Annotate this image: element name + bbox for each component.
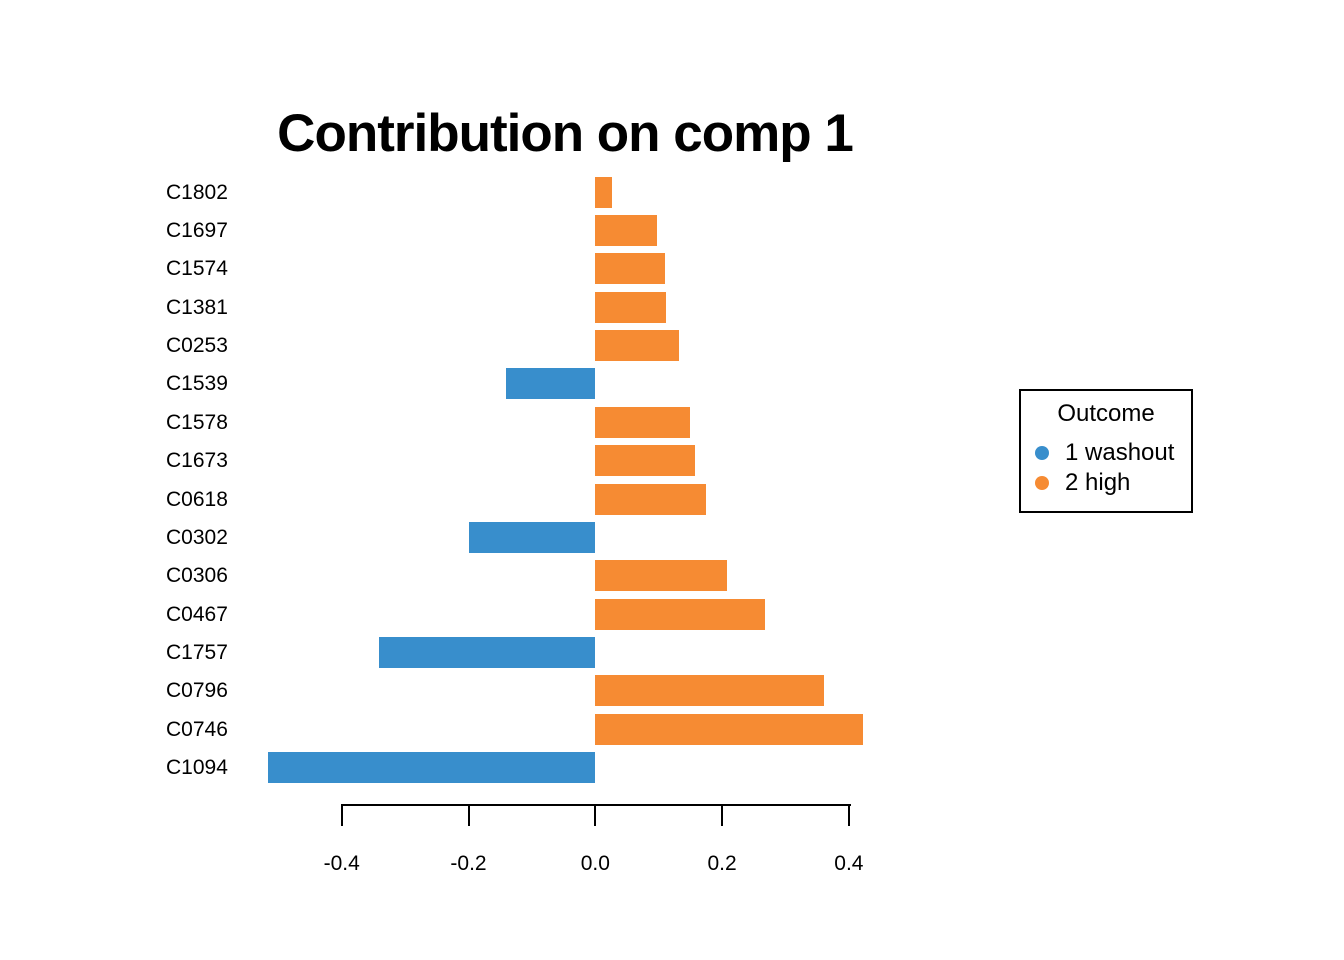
category-label: C0302 (166, 525, 228, 549)
bar (595, 675, 825, 707)
bar (595, 215, 657, 247)
category-label: C1673 (166, 449, 228, 473)
x-axis-tick (721, 804, 724, 826)
bar (379, 636, 596, 668)
legend-item: 2 high (1021, 468, 1191, 498)
x-axis-tick-label: 0.2 (707, 852, 737, 875)
chart-title: Contribution on comp 1 (277, 104, 854, 163)
legend-item-label: 1 washout (1065, 439, 1175, 466)
bar (595, 291, 667, 323)
bar (595, 445, 696, 477)
category-label: C0253 (166, 334, 228, 358)
category-label: C0467 (166, 602, 228, 626)
category-label: C0796 (166, 679, 228, 703)
bar (505, 368, 596, 400)
bar (595, 330, 679, 362)
x-axis-tick (467, 804, 470, 826)
bar (595, 598, 765, 630)
category-label: C1094 (166, 755, 228, 779)
x-axis-tick-label: 0.0 (580, 852, 610, 875)
bar (595, 483, 707, 515)
x-axis-tick (594, 804, 597, 826)
category-label: C1697 (166, 219, 228, 243)
bar (595, 253, 666, 285)
category-label: C1578 (166, 410, 228, 434)
x-axis-tick (847, 804, 850, 826)
x-axis-tick-label: 0.4 (834, 852, 864, 875)
x-axis-tick (340, 804, 343, 826)
bar (595, 713, 863, 745)
x-axis-tick-label: -0.2 (450, 852, 487, 875)
category-label: C1574 (166, 257, 228, 281)
bar (595, 560, 727, 592)
category-label: C0306 (166, 564, 228, 588)
category-label: C0746 (166, 717, 228, 741)
legend-title: Outcome (1057, 400, 1155, 427)
legend-box: Outcome 1 washout 2 high (1019, 389, 1193, 513)
bar (468, 521, 596, 553)
bar (595, 176, 613, 208)
x-axis-tick-label: -0.4 (323, 852, 360, 875)
category-label: C0618 (166, 487, 228, 511)
legend-item: 1 washout (1021, 438, 1191, 468)
category-label: C1381 (166, 295, 228, 319)
legend-dot-icon (1035, 476, 1049, 490)
category-label: C1539 (166, 372, 228, 396)
category-label: C1757 (166, 640, 228, 664)
legend-dot-icon (1035, 446, 1049, 460)
legend-item-label: 2 high (1065, 469, 1131, 496)
bar (595, 406, 690, 438)
bar (267, 751, 596, 783)
category-label: C1802 (166, 180, 228, 204)
